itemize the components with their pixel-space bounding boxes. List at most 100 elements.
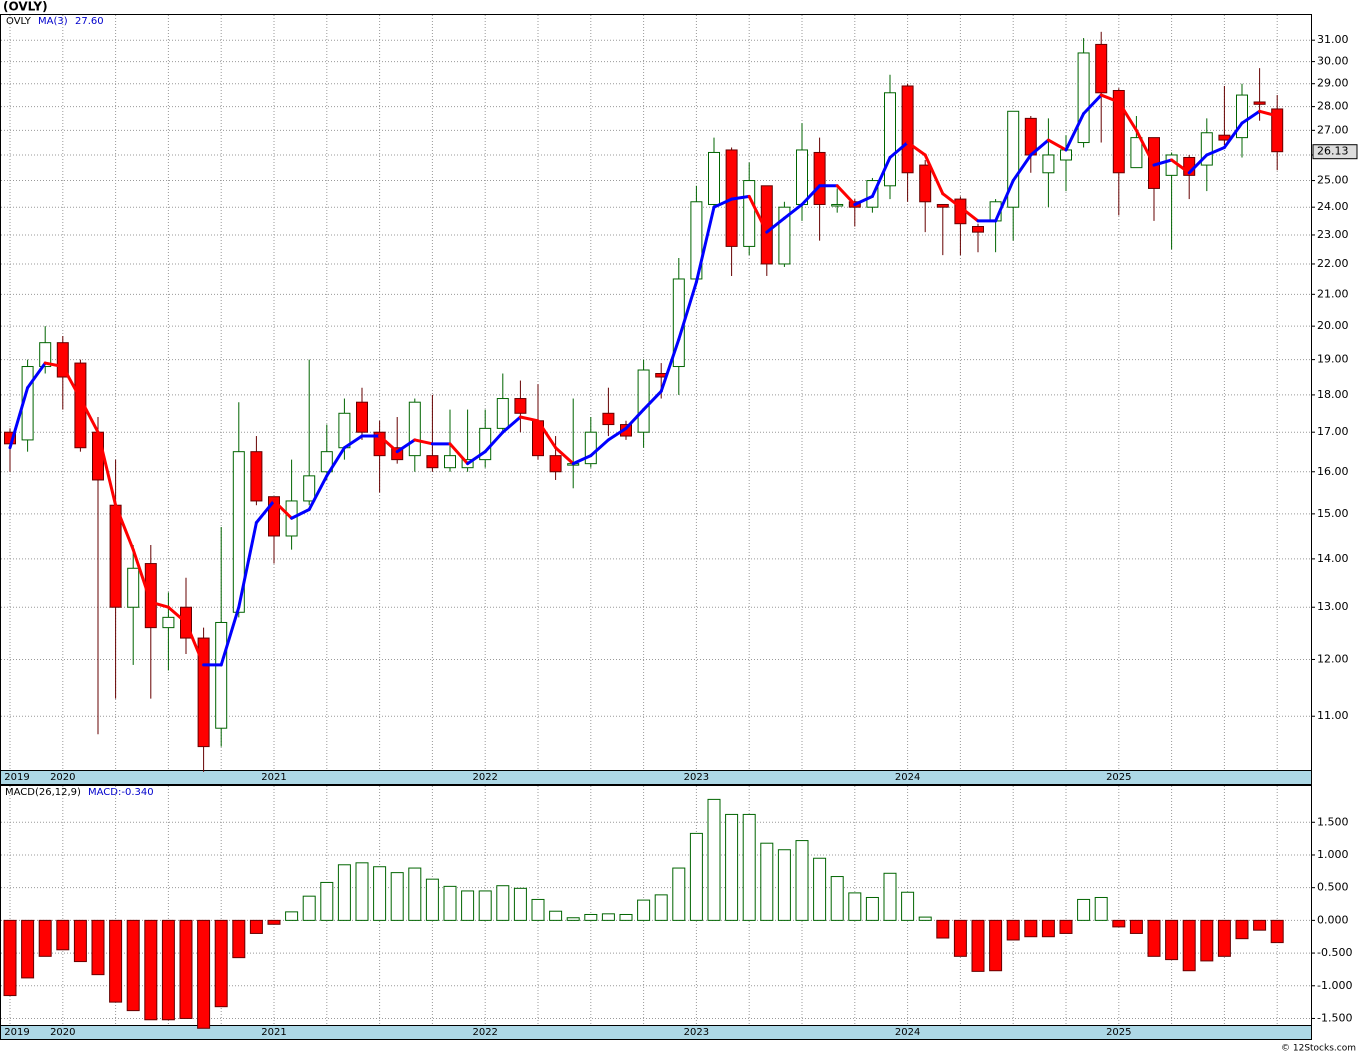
candle-body bbox=[320, 451, 333, 473]
date-axis-band bbox=[0, 1025, 1312, 1040]
x-tick-label: 2023 bbox=[684, 772, 709, 783]
ma-segment bbox=[290, 508, 311, 520]
macd-value: MACD:-0.340 bbox=[88, 787, 154, 798]
ma-segment bbox=[8, 386, 30, 450]
macd-bar bbox=[531, 898, 545, 921]
footer: © 12Stocks.com bbox=[1281, 1044, 1356, 1054]
y-tick-label: 13.00 bbox=[1317, 600, 1349, 613]
macd-bar bbox=[795, 840, 809, 921]
macd-bar bbox=[566, 917, 580, 921]
macd-bar bbox=[91, 919, 105, 976]
macd-bar bbox=[179, 919, 193, 1019]
candle-body bbox=[936, 203, 949, 208]
macd-bar bbox=[214, 919, 228, 1008]
macd-bar bbox=[1147, 919, 1161, 957]
macd-bar bbox=[1024, 919, 1038, 938]
macd-bar bbox=[1112, 919, 1126, 928]
ma-segment bbox=[589, 438, 610, 458]
macd-bar bbox=[549, 910, 563, 921]
x-tick-label: 2024 bbox=[895, 1027, 920, 1038]
candle-body bbox=[549, 455, 562, 473]
candle-body bbox=[1024, 117, 1037, 156]
candle-body bbox=[831, 203, 844, 207]
ma-segment bbox=[853, 194, 874, 206]
candle-body bbox=[74, 362, 87, 449]
y-tick-label: 11.00 bbox=[1317, 709, 1349, 722]
y-tick-label: 28.00 bbox=[1317, 100, 1349, 113]
macd-bar bbox=[918, 916, 932, 921]
macd-bar bbox=[1094, 896, 1108, 921]
macd-bar bbox=[760, 842, 774, 921]
ma-segment bbox=[712, 197, 734, 209]
candle-body bbox=[1112, 89, 1125, 174]
ma-segment bbox=[1170, 158, 1191, 175]
ma-segment bbox=[906, 141, 927, 157]
ma-segment bbox=[325, 446, 346, 478]
x-tick-label: 2022 bbox=[472, 772, 497, 783]
candle-body bbox=[602, 412, 615, 426]
ma-segment bbox=[43, 361, 65, 369]
candle-body bbox=[1095, 43, 1108, 94]
ma-segment bbox=[958, 205, 980, 223]
candle-body bbox=[39, 342, 52, 368]
candle-body bbox=[1200, 132, 1213, 166]
ma-segment bbox=[1152, 158, 1174, 167]
y-tick-label: 0.500 bbox=[1317, 881, 1349, 894]
macd-bar bbox=[1041, 919, 1055, 938]
x-tick-label: 2021 bbox=[261, 772, 286, 783]
macd-bar bbox=[777, 849, 791, 921]
ma-segment bbox=[1187, 153, 1209, 175]
macd-bar bbox=[742, 813, 756, 921]
macd-bar bbox=[3, 919, 17, 997]
ma-segment bbox=[272, 499, 294, 520]
candle-body bbox=[813, 151, 826, 205]
candle-body bbox=[250, 451, 263, 502]
macd-bar bbox=[689, 832, 703, 921]
candle-body bbox=[919, 164, 932, 203]
macd-bar bbox=[161, 919, 175, 1021]
candle-body bbox=[197, 637, 210, 748]
macd-bar bbox=[1059, 919, 1073, 934]
ma-segment bbox=[466, 450, 487, 466]
macd-bar bbox=[232, 919, 246, 959]
ma-segment bbox=[1099, 93, 1121, 104]
y-tick-label: -1.500 bbox=[1317, 1011, 1352, 1024]
y-tick-label: 17.00 bbox=[1317, 425, 1349, 438]
candle-body bbox=[637, 369, 650, 433]
price-tag bbox=[1312, 144, 1358, 160]
candle-body bbox=[338, 412, 351, 449]
macd-bar bbox=[1235, 919, 1249, 940]
ma-segment bbox=[78, 397, 100, 434]
ma-segment bbox=[941, 192, 962, 209]
y-tick-label: 23.00 bbox=[1317, 228, 1349, 241]
legend-ma-value: 27.60 bbox=[75, 16, 104, 27]
y-tick-label: 14.00 bbox=[1317, 552, 1349, 565]
candle-body bbox=[1007, 110, 1020, 208]
candle-body bbox=[884, 92, 896, 187]
x-tick-label: 2025 bbox=[1106, 1027, 1131, 1038]
ma-segment bbox=[61, 365, 82, 401]
ma-segment bbox=[782, 202, 804, 220]
macd-bar bbox=[1006, 919, 1020, 941]
ma-segment bbox=[536, 419, 558, 450]
candle-body bbox=[127, 567, 140, 608]
macd-bar bbox=[302, 895, 316, 921]
macd-bar bbox=[1200, 919, 1214, 962]
ma-segment bbox=[642, 389, 663, 412]
candle-body bbox=[796, 149, 808, 205]
macd-bar bbox=[513, 887, 527, 921]
candle-body bbox=[496, 398, 509, 429]
y-tick-label: 29.00 bbox=[1317, 77, 1349, 90]
ma-segment bbox=[606, 426, 628, 442]
ma-segment bbox=[184, 620, 206, 667]
ma-segment bbox=[395, 438, 417, 454]
candle-body bbox=[1077, 52, 1090, 144]
macd-bar bbox=[637, 899, 651, 921]
y-tick-label: 16.00 bbox=[1317, 465, 1349, 478]
macd-bar bbox=[73, 919, 87, 963]
candle-body bbox=[444, 455, 456, 469]
macd-bar bbox=[126, 919, 140, 1012]
y-tick-label: 15.00 bbox=[1317, 507, 1349, 520]
macd-bar bbox=[390, 872, 404, 921]
candle-body bbox=[708, 151, 720, 205]
